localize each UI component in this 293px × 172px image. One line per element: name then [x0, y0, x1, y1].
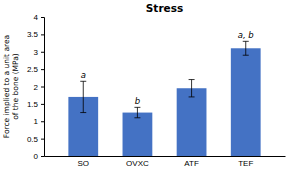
- y-tick: 0: [34, 152, 44, 161]
- x-tick: SO: [77, 156, 89, 168]
- y-tick-mark: [41, 34, 44, 35]
- y-tick: 2.5: [27, 65, 44, 74]
- y-tick-label: 2: [34, 83, 39, 92]
- y-axis: 0 0.5 1 1.5 2 2.5 3 3.5 4: [27, 13, 45, 161]
- y-tick-label: 2.5: [27, 65, 39, 74]
- y-tick-label: 1: [34, 117, 39, 126]
- chart: 0 0.5 1 1.5 2 2.5 3 3.5 4 SO OVXC ATF TEF a b a, b Stres…: [0, 0, 293, 172]
- title: Stress: [146, 2, 183, 14]
- y-axis-title: Force implied to a unit areaof the bone …: [2, 35, 20, 138]
- marks: [68, 41, 260, 156]
- error-bar: [189, 80, 195, 97]
- error-bar: [243, 41, 249, 55]
- bar: [231, 48, 261, 156]
- y-tick: 1.5: [27, 100, 44, 109]
- y-tick-mark: [41, 69, 44, 70]
- annotation: b: [135, 96, 140, 106]
- x-tick: ATF: [184, 156, 199, 168]
- y-tick-label: 4: [34, 13, 39, 22]
- y-tick: 3: [34, 48, 44, 57]
- annotation: a, b: [238, 30, 254, 40]
- y-tick-label: 0.5: [27, 135, 39, 144]
- y-tick-mark: [41, 139, 44, 140]
- x-tick: TEF: [238, 156, 253, 168]
- y-tick-label: 0: [34, 152, 39, 161]
- error-bar: [134, 107, 140, 117]
- y-tick-label: 3.5: [27, 30, 39, 39]
- x-tick-label: SO: [77, 159, 89, 168]
- y-tick: 2: [34, 83, 44, 92]
- y-tick: 0.5: [27, 135, 44, 144]
- x-axis-line: [45, 156, 286, 157]
- x-tick-label: TEF: [238, 159, 253, 168]
- x-axis: SO OVXC ATF TEF: [45, 156, 286, 168]
- y-tick-mark: [41, 52, 44, 53]
- y-tick-mark: [41, 104, 44, 105]
- y-axis-title-line: of the bone (MPa): [11, 53, 20, 120]
- y-tick-mark: [41, 121, 44, 122]
- y-tick-mark: [41, 17, 44, 18]
- y-tick-mark: [41, 156, 44, 157]
- bar: [123, 113, 153, 156]
- y-tick-label: 3: [34, 48, 39, 57]
- y-tick: 4: [34, 13, 44, 22]
- plot-area: 0 0.5 1 1.5 2 2.5 3 3.5 4 SO OVXC ATF TEF a b a, b: [27, 13, 286, 168]
- y-tick-mark: [41, 87, 44, 88]
- y-tick-label: 1.5: [27, 100, 39, 109]
- annotations: a b a, b: [81, 30, 254, 106]
- error-bar: [80, 81, 86, 112]
- annotation: a: [81, 70, 86, 80]
- y-tick: 1: [34, 117, 44, 126]
- y-axis-line: [41, 18, 45, 157]
- bar: [177, 88, 207, 156]
- x-tick-label: ATF: [184, 159, 199, 168]
- y-tick: 3.5: [27, 30, 44, 39]
- x-tick-label: OVXC: [126, 159, 149, 168]
- x-tick: OVXC: [126, 156, 149, 168]
